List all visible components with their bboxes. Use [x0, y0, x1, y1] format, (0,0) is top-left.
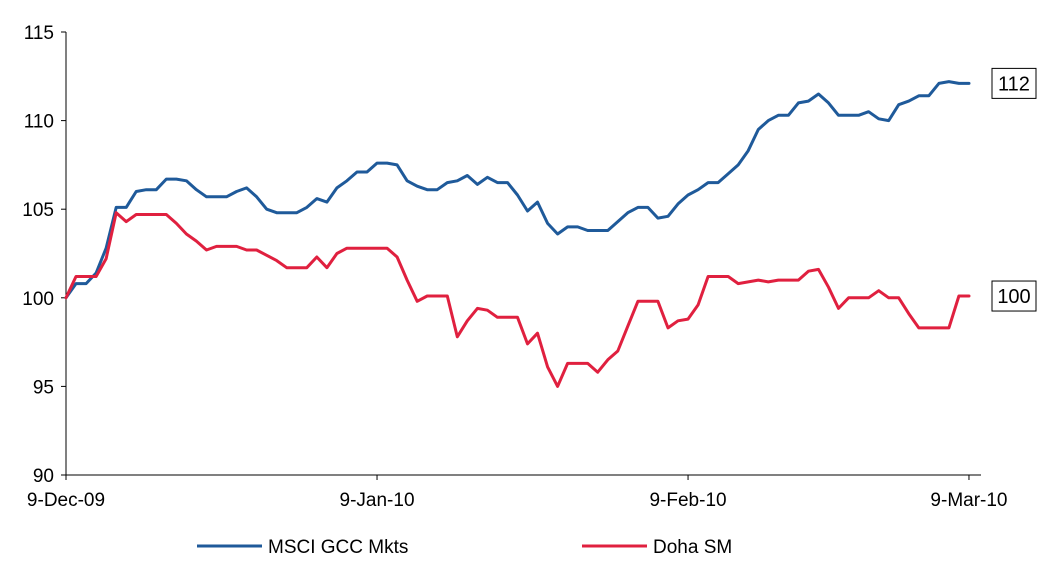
end-value-label: 112 [998, 73, 1030, 95]
y-tick-label: 105 [22, 200, 54, 221]
end-labels: 112 100 [991, 67, 1037, 312]
x-tick-label: 9-Feb-10 [649, 490, 726, 511]
series-line-doha-sm [64, 211, 971, 388]
legend: MSCI GCC Mkts Doha SM [197, 537, 732, 558]
y-tick-label: 115 [24, 23, 54, 44]
y-tick-label: 95 [33, 377, 54, 398]
end-value-box [991, 67, 1037, 99]
x-tick-label: 9-Dec-09 [27, 490, 105, 511]
end-value-label: 100 [997, 286, 1030, 308]
legend-label: MSCI GCC Mkts [268, 537, 408, 557]
y-axis-ticks: 90 95 100 105 110 115 [22, 23, 66, 487]
y-tick-label: 90 [33, 466, 54, 487]
series-lines [64, 80, 971, 388]
series-line-msci-gcc-mkts [64, 80, 971, 300]
x-tick-label: 9-Mar-10 [930, 490, 1007, 511]
x-tick-label: 9-Jan-10 [340, 490, 415, 511]
legend-label: Doha SM [653, 537, 732, 557]
y-tick-label: 100 [22, 289, 54, 310]
end-value-box [991, 280, 1037, 312]
x-axis-ticks: 9-Dec-09 9-Jan-10 9-Feb-10 9-Mar-10 [27, 475, 1008, 511]
y-tick-label: 110 [24, 112, 54, 133]
